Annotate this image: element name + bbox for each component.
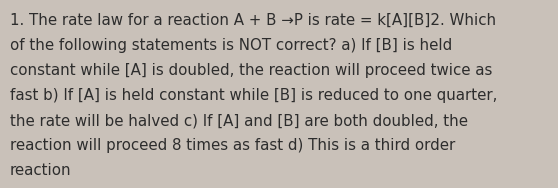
Text: reaction: reaction [10, 163, 71, 178]
Text: constant while [A] is doubled, the reaction will proceed twice as: constant while [A] is doubled, the react… [10, 63, 492, 78]
Text: reaction will proceed 8 times as fast d) This is a third order: reaction will proceed 8 times as fast d)… [10, 138, 455, 153]
Text: of the following statements is NOT correct? a) If [B] is held: of the following statements is NOT corre… [10, 38, 453, 53]
Text: the rate will be halved c) If [A] and [B] are both doubled, the: the rate will be halved c) If [A] and [B… [10, 113, 468, 128]
Text: 1. The rate law for a reaction A + B →P is rate = k[A][B]2. Which: 1. The rate law for a reaction A + B →P … [10, 13, 496, 28]
Text: fast b) If [A] is held constant while [B] is reduced to one quarter,: fast b) If [A] is held constant while [B… [10, 88, 497, 103]
